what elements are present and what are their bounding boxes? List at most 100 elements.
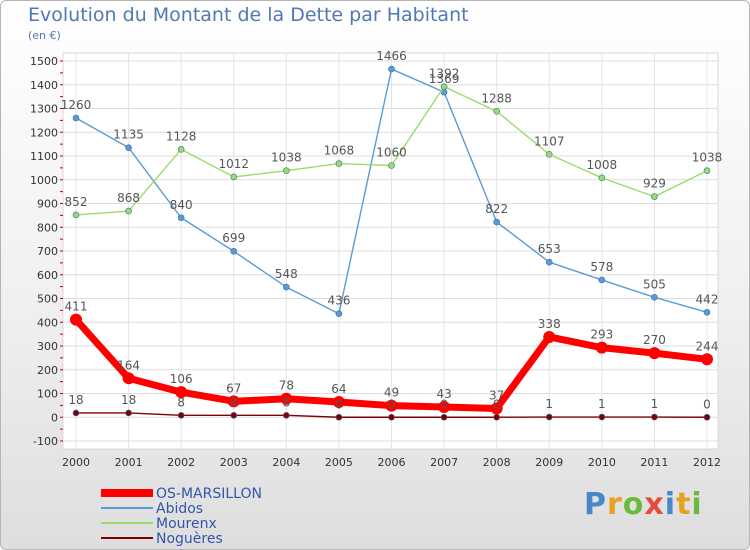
data-label: 164 [117, 358, 140, 372]
data-label: 1 [651, 397, 659, 411]
legend-label: OS-MARSILLON [156, 486, 262, 502]
data-point [230, 173, 238, 181]
data-point [388, 413, 395, 421]
data-point [651, 294, 658, 301]
logo-letter: o [622, 487, 645, 522]
data-label: 1060 [376, 146, 407, 160]
data-point [70, 313, 82, 326]
data-label: 868 [117, 191, 140, 205]
data-label: 1038 [692, 151, 723, 165]
data-point [545, 258, 553, 266]
data-label: 1068 [324, 144, 355, 158]
x-tick-label: 2010 [588, 456, 616, 469]
y-tick-label: 100 [37, 388, 58, 401]
data-point [388, 65, 395, 73]
data-point [125, 207, 132, 215]
data-point [283, 283, 290, 291]
x-tick-label: 2000 [62, 456, 90, 469]
logo-letter: x [644, 487, 665, 522]
data-point [598, 174, 606, 182]
data-point [283, 412, 290, 419]
data-label: 1 [545, 397, 553, 411]
data-label: 64 [331, 382, 346, 396]
data-label: 8 [177, 395, 185, 409]
x-tick-label: 2009 [535, 456, 563, 469]
data-point [125, 144, 132, 151]
data-point [72, 409, 80, 417]
data-point [493, 413, 500, 421]
y-tick-label: 1500 [30, 55, 58, 68]
data-point [598, 413, 606, 421]
data-point [545, 413, 553, 421]
data-point [280, 392, 293, 405]
data-label: 49 [384, 386, 399, 400]
data-point [230, 412, 238, 419]
y-tick-label: -100 [33, 435, 58, 448]
data-point [651, 193, 658, 200]
data-point [493, 108, 500, 115]
data-point [283, 167, 290, 175]
data-point [598, 276, 606, 284]
data-point [545, 151, 553, 158]
data-point [703, 308, 711, 316]
legend-label: Mourenx [156, 516, 217, 532]
data-label: 411 [65, 300, 88, 314]
x-tick-label: 2007 [430, 456, 458, 469]
data-point [493, 218, 500, 226]
x-tick-label: 2002 [167, 456, 195, 469]
data-label: 548 [275, 267, 298, 281]
data-label: 505 [643, 277, 666, 291]
x-tick-label: 2006 [378, 456, 406, 469]
data-label: 1135 [113, 128, 144, 142]
data-label: 67 [226, 381, 241, 395]
data-label: 653 [538, 242, 561, 256]
data-label: 338 [538, 317, 561, 331]
y-tick-label: 200 [37, 364, 58, 377]
data-point [335, 310, 343, 318]
logo-letter: r [607, 487, 623, 522]
y-tick-label: 800 [37, 221, 58, 234]
y-tick-label: 1400 [30, 79, 58, 92]
data-point [72, 114, 80, 122]
y-tick-label: 900 [37, 198, 58, 211]
data-point [72, 211, 80, 219]
y-tick-label: 1300 [30, 103, 58, 116]
legend-label: Noguères [156, 531, 223, 547]
data-label: 0 [493, 397, 501, 411]
data-label: 1260 [61, 98, 92, 112]
data-label: 929 [643, 177, 666, 191]
data-label: 0 [335, 397, 343, 411]
x-tick-label: 2003 [220, 456, 248, 469]
data-point [227, 395, 240, 408]
data-label: 43 [436, 387, 451, 401]
logo-letter: i [664, 487, 677, 522]
y-tick-label: 500 [37, 293, 58, 306]
chart-title: Evolution du Montant de la Dette par Hab… [28, 4, 469, 26]
data-point [438, 401, 451, 414]
data-label: 244 [696, 339, 719, 353]
data-point [701, 353, 713, 366]
data-point [703, 167, 711, 175]
data-label: 852 [65, 195, 88, 209]
data-label: 1128 [166, 129, 197, 143]
data-label: 270 [643, 333, 666, 347]
y-tick-label: 1200 [30, 126, 58, 139]
data-point [177, 146, 185, 153]
y-tick-label: 0 [51, 411, 58, 424]
data-point [335, 160, 343, 167]
data-point [490, 402, 503, 415]
y-tick-label: 600 [37, 269, 58, 282]
data-label: 442 [696, 292, 719, 306]
data-label: 1392 [429, 67, 460, 81]
x-tick-label: 2011 [640, 456, 668, 469]
data-point [385, 399, 398, 412]
x-tick-label: 2004 [272, 456, 300, 469]
data-label: 1288 [481, 91, 512, 105]
x-tick-label: 2008 [483, 456, 511, 469]
logo-letter: t [676, 487, 692, 522]
data-label: 840 [170, 198, 193, 212]
x-tick-label: 2001 [115, 456, 143, 469]
data-label: 822 [485, 202, 508, 216]
